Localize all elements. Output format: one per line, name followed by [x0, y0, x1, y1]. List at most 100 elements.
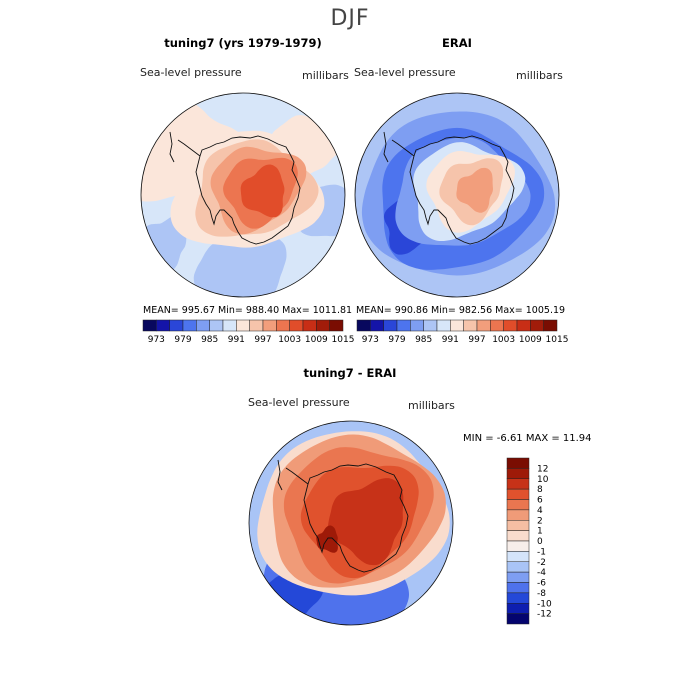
colorbar-swatch — [209, 319, 224, 332]
colorbar-tick-label: 973 — [362, 335, 379, 345]
colorbar-tick-label: 979 — [388, 335, 405, 345]
colorbar-tick-label: 12 — [537, 464, 548, 474]
panel-1-map-border — [140, 92, 346, 298]
antarctica-coastline — [195, 135, 301, 245]
colorbar-tick-label: -8 — [537, 589, 546, 599]
colorbar-swatch — [196, 319, 210, 332]
antarctic-peninsula — [391, 139, 415, 157]
panel-2-map-border — [354, 92, 560, 298]
colorbar-swatch — [316, 319, 330, 332]
panel-1-variable: Sea-level pressure — [140, 66, 242, 79]
colorbar-swatch — [506, 509, 530, 521]
contour-region — [240, 164, 285, 218]
colorbar-tick-label: 973 — [148, 335, 165, 345]
colorbar-tick-label: 0 — [537, 537, 543, 547]
colorbar-swatch — [236, 319, 250, 332]
panel-1-map — [140, 92, 346, 298]
panel-3-stats: MIN = -6.61 MAX = 11.94 — [463, 433, 592, 444]
colorbar-swatch — [506, 582, 530, 594]
colorbar-swatch — [506, 603, 530, 614]
panel-1-units: millibars — [302, 69, 349, 82]
panel-2-units: millibars — [516, 69, 563, 82]
colorbar-tick-label: -2 — [537, 558, 546, 568]
colorbar-swatch — [142, 319, 157, 332]
panel-3-title: tuning7 - ERAI — [303, 366, 397, 380]
contour-region — [193, 235, 287, 297]
panel-3-map-border — [248, 420, 454, 626]
colorbar-swatch — [383, 319, 398, 332]
colorbar-swatch — [463, 319, 478, 332]
contour-region — [327, 478, 404, 566]
colorbar-tick-label: 985 — [415, 335, 432, 345]
colorbar-swatch — [530, 319, 544, 332]
colorbar-swatch — [506, 540, 530, 552]
colorbar-tick-label: 1003 — [278, 335, 301, 345]
antarctica-coastline — [303, 463, 409, 573]
antarctic-peninsula — [285, 467, 309, 485]
colorbar-swatch — [506, 530, 530, 542]
colorbar-tick-label: 2 — [537, 516, 543, 526]
colorbar-swatch — [396, 319, 411, 332]
colorbar-swatch — [423, 319, 438, 332]
colorbar-swatch — [156, 319, 170, 332]
colorbar-tick-label: 1 — [537, 527, 543, 537]
colorbar-swatch — [410, 319, 424, 332]
antarctica-coastline — [409, 135, 515, 245]
colorbar-tick-label: 1003 — [492, 335, 515, 345]
colorbar-tick-label: 8 — [537, 485, 543, 495]
panel-2-title: ERAI — [442, 36, 472, 50]
colorbar-tick-label: 4 — [537, 506, 543, 516]
antarctic-peninsula — [177, 139, 201, 157]
colorbar-swatch — [490, 319, 504, 332]
colorbar-swatch — [506, 613, 530, 625]
south-america-tip — [169, 131, 175, 163]
colorbar-swatch — [249, 319, 264, 332]
panel-1-title: tuning7 (yrs 1979-1979) — [164, 36, 322, 50]
colorbar-swatch — [476, 319, 491, 332]
colorbar-swatch — [262, 319, 277, 332]
colorbar-swatch — [302, 319, 317, 332]
colorbar-swatch — [506, 551, 530, 562]
colorbar-tick-label: 6 — [537, 496, 543, 506]
colorbar-swatch — [506, 468, 530, 479]
colorbar-swatch — [503, 319, 518, 332]
panel-2-variable: Sea-level pressure — [354, 66, 456, 79]
contour-region — [456, 167, 493, 213]
colorbar-swatch — [506, 488, 530, 500]
panel-1-colorbar: 973 979 985 991 997 1003 1009 1015 — [142, 319, 354, 345]
colorbar-tick-label: -10 — [537, 599, 552, 609]
panel-1-stats: MEAN= 995.67 Min= 988.40 Max= 1011.81 — [143, 305, 353, 316]
colorbar-swatch — [506, 592, 530, 604]
colorbar-tick-label: 1015 — [546, 335, 569, 345]
panel-3-map — [248, 420, 454, 626]
colorbar-tick-label: 1009 — [519, 335, 542, 345]
colorbar-swatch — [506, 561, 530, 573]
panel-3-variable: Sea-level pressure — [248, 396, 350, 409]
colorbar-swatch — [222, 319, 237, 332]
colorbar-tick-label: 997 — [254, 335, 271, 345]
colorbar-swatch — [289, 319, 304, 332]
colorbar-tick-label: 985 — [201, 335, 218, 345]
colorbar-tick-label: -1 — [537, 547, 546, 557]
colorbar-swatch — [169, 319, 184, 332]
colorbar-tick-label: 997 — [468, 335, 485, 345]
colorbar-swatch — [370, 319, 384, 332]
colorbar-tick-label: 991 — [228, 335, 245, 345]
colorbar-swatch — [506, 520, 530, 531]
figure-title: DJF — [330, 6, 370, 31]
colorbar-tick-label: -4 — [537, 568, 546, 578]
colorbar-swatch — [506, 499, 530, 511]
colorbar-tick-label: 991 — [442, 335, 459, 345]
colorbar-tick-label: 979 — [174, 335, 191, 345]
south-america-tip — [383, 131, 389, 163]
colorbar-swatch — [436, 319, 451, 332]
panel-2-colorbar: 973 979 985 991 997 1003 1009 1015 — [356, 319, 568, 345]
colorbar-tick-label: 1009 — [305, 335, 328, 345]
panel-2-map — [354, 92, 560, 298]
south-america-tip — [277, 459, 283, 491]
colorbar-swatch — [450, 319, 464, 332]
colorbar-tick-label: 10 — [537, 475, 549, 485]
panel-2-stats: MEAN= 990.86 Min= 982.56 Max= 1005.19 — [356, 305, 566, 316]
colorbar-tick-label: -12 — [537, 610, 552, 620]
